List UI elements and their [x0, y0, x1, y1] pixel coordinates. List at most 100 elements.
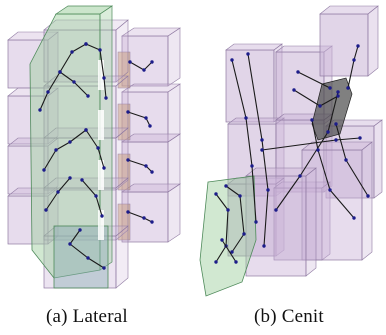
lateral-joint-10-1 [144, 164, 148, 168]
lateral-joint-7-0 [78, 228, 82, 232]
cenit-joint-10-2 [336, 94, 340, 98]
cenit-link-chain-8 [215, 193, 229, 263]
cenit-joint-6-0 [334, 122, 338, 126]
cenit-joint-6-2 [366, 194, 370, 198]
lateral-gap-1 [98, 110, 104, 140]
lateral-joint-9-0 [126, 110, 130, 114]
cenit-link-chain-9 [221, 239, 237, 263]
lateral-joint-11-1 [142, 216, 146, 220]
lateral-orange-slab-0 [117, 51, 131, 89]
lateral-joint-9-1 [144, 116, 148, 120]
cenit-joint-9-1 [234, 260, 238, 264]
cenit-block-lower-center-side [305, 167, 317, 277]
cenit-block-2-top [227, 117, 285, 125]
lateral-center-block-4-front [43, 235, 117, 289]
lateral-joint-11-0 [126, 210, 130, 214]
lateral-left-block-1-side [47, 87, 59, 145]
cenit-joint-8-1 [226, 208, 230, 212]
lateral-right-block-2-side [167, 133, 181, 193]
lateral-left-block-2-side [47, 137, 59, 195]
cenit-joint-1-2 [266, 188, 270, 192]
lateral-joint-4-1 [96, 146, 100, 150]
lateral-joint-8-2 [150, 60, 154, 64]
lateral-joint-10-2 [150, 170, 154, 174]
lateral-joint-8-1 [142, 68, 146, 72]
panel-lateral-view [7, 5, 181, 289]
caption-lateral: (a) Lateral [46, 306, 128, 327]
lateral-joint-8-0 [128, 60, 132, 64]
cenit-joint-0-0 [230, 58, 234, 62]
lateral-joint-2-1 [72, 80, 76, 84]
cenit-joint-0-2 [250, 164, 254, 168]
cenit-joint-1-0 [246, 52, 250, 56]
cenit-joint-5-1 [316, 148, 320, 152]
lateral-joint-7-2 [86, 256, 90, 260]
lateral-right-block-1-side [167, 83, 181, 143]
cenit-joint-8-3 [214, 260, 218, 264]
lateral-gap-3 [98, 210, 104, 240]
lateral-joint-0-3 [46, 90, 50, 94]
cenit-joint-1-1 [260, 138, 264, 142]
lateral-joint-2-0 [58, 70, 62, 74]
lateral-joint-4-2 [102, 166, 106, 170]
lateral-left-block-2-front [7, 145, 49, 195]
cenit-joint-7-1 [238, 194, 242, 198]
cenit-link-chain-5 [311, 119, 355, 219]
lateral-joint-1-1 [98, 48, 102, 52]
lateral-joint-6-1 [94, 194, 98, 198]
lateral-joint-0-4 [38, 108, 42, 112]
cenit-joint-7-0 [224, 184, 228, 188]
cenit-block-top-right-side [367, 5, 379, 77]
lateral-link-chain-3 [43, 129, 87, 171]
lateral-joint-1-2 [102, 76, 106, 80]
cenit-joint-10-1 [318, 104, 322, 108]
cenit-joint-1-3 [262, 244, 266, 248]
lateral-gap-0 [98, 60, 104, 90]
cenit-joint-2-0 [260, 148, 264, 152]
cenit-joint-2-2 [358, 136, 362, 140]
cenit-joint-9-0 [220, 238, 224, 242]
lateral-link-chain-7 [69, 229, 105, 269]
cenit-block-0-front [225, 49, 275, 123]
caption-cenit: (b) Cenit [254, 306, 324, 327]
cenit-joint-2-1 [334, 138, 338, 142]
cenit-joint-8-0 [214, 192, 218, 196]
lateral-joint-3-3 [42, 168, 46, 172]
cenit-link-chain-7 [225, 185, 245, 253]
lateral-left-block-3-front [7, 195, 49, 245]
lateral-joint-4-0 [84, 128, 88, 132]
lateral-joint-7-3 [102, 266, 106, 270]
lateral-joint-5-1 [56, 190, 60, 194]
cenit-joint-7-2 [242, 232, 246, 236]
cenit-joint-0-1 [244, 116, 248, 120]
cenit-joint-11-0 [296, 70, 300, 74]
cenit-joint-5-3 [352, 216, 356, 220]
lateral-joint-5-2 [44, 208, 48, 212]
lateral-left-block-0-side [47, 31, 59, 89]
lateral-right-block-0-side [167, 27, 181, 87]
cenit-joint-10-0 [292, 88, 296, 92]
lateral-joint-0-1 [70, 50, 74, 54]
cenit-joint-5-0 [310, 118, 314, 122]
cenit-block-right-tall-front [301, 149, 363, 261]
lateral-joint-11-2 [150, 220, 154, 224]
cenit-joint-4-2 [356, 44, 360, 48]
lateral-joint-1-0 [84, 42, 88, 46]
cenit-block-lower-center-top [245, 167, 317, 177]
lateral-left-block-0-front [7, 39, 49, 89]
lateral-joint-5-0 [68, 176, 72, 180]
lateral-joint-3-2 [54, 148, 58, 152]
cenit-dark-block [311, 77, 353, 141]
cenit-joint-4-1 [352, 58, 356, 62]
lateral-right-block-3-side [167, 183, 181, 243]
lateral-center-block-4-side [115, 225, 129, 289]
cenit-link-chain-0 [231, 59, 257, 223]
cenit-joint-7-3 [230, 250, 234, 254]
cenit-joint-0-3 [254, 220, 258, 224]
cenit-block-right-tall-side [361, 141, 373, 261]
cenit-block-0-top [225, 43, 283, 51]
cenit-joint-3-0 [336, 90, 340, 94]
cenit-block-4-front [325, 125, 375, 199]
lateral-joint-1-3 [104, 96, 108, 100]
